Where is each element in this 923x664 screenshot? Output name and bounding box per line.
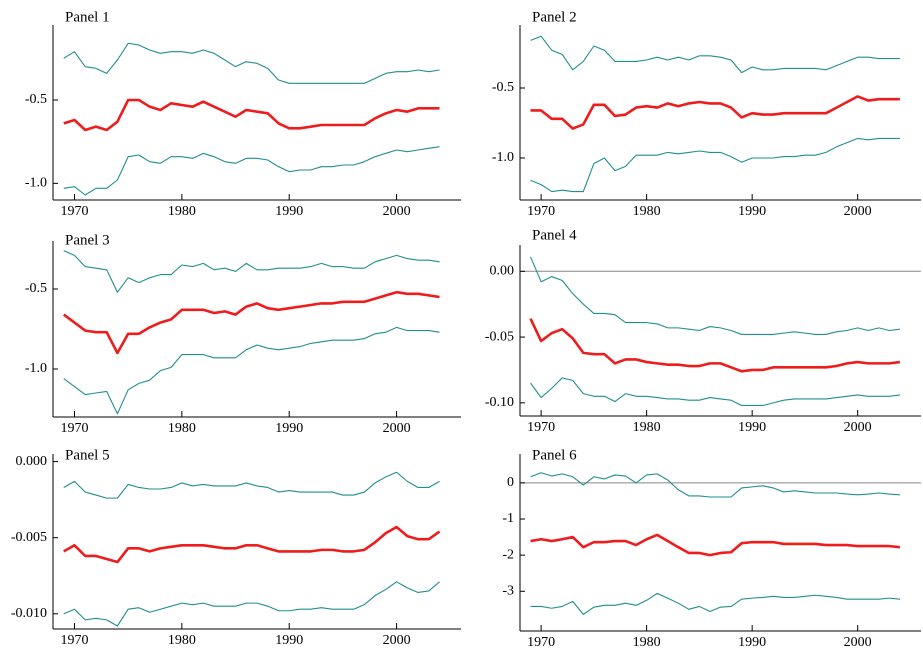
series-line	[63, 525, 441, 564]
x-tick-label: 1990	[738, 420, 766, 435]
x-tick-label: 1970	[60, 204, 88, 219]
y-tick-label: -0.5	[25, 281, 47, 296]
y-tick-label: -1	[502, 511, 514, 526]
panel-title: Panel 6	[532, 447, 577, 463]
x-tick-label: 1990	[275, 633, 303, 648]
y-tick-label: -1.0	[492, 150, 514, 165]
x-tick-label: 1980	[633, 204, 661, 219]
y-tick-label: -2	[502, 547, 514, 562]
y-tick-label: -1.0	[25, 361, 47, 376]
x-tick-label: 1980	[168, 421, 196, 436]
x-tick-label: 1990	[738, 204, 766, 219]
panel: Panel 6 -3 -2 -1 0 1970 1980 1990 2000	[502, 447, 921, 650]
y-tick-label: -1.0	[25, 176, 47, 191]
y-tick-label: -0.005	[11, 530, 47, 545]
x-tick-label: 2000	[383, 204, 411, 219]
x-tick-label: 1980	[168, 204, 196, 219]
series-line	[63, 42, 440, 84]
series-line	[530, 533, 901, 557]
x-tick-label: 2000	[844, 204, 872, 219]
x-tick-label: 1980	[633, 635, 661, 650]
x-tick-label: 2000	[844, 420, 872, 435]
x-tick-label: 1990	[738, 635, 766, 650]
series-line	[530, 256, 900, 335]
x-tick-label: 1970	[527, 204, 555, 219]
y-tick-label: -0.010	[11, 606, 47, 621]
y-tick-label: -0.5	[25, 92, 47, 107]
series-line	[530, 137, 900, 193]
y-tick-label: -0.05	[485, 329, 514, 344]
x-tick-label: 1970	[527, 635, 555, 650]
x-tick-label: 1970	[527, 420, 555, 435]
panel: Panel 1 -1.0 -0.5 1970 1980 1990 2000	[25, 9, 461, 219]
panel: Panel 3 -1.0 -0.5 1970 1980 1990 2000	[25, 232, 461, 436]
series-line	[63, 250, 440, 293]
series-line	[530, 592, 900, 615]
series-line	[530, 95, 900, 130]
panel: Panel 2 -1.0 -0.5 1970 1980 1990 2000	[492, 9, 921, 219]
panel-title: Panel 2	[532, 9, 577, 25]
x-tick-label: 2000	[844, 635, 872, 650]
series-line	[63, 146, 440, 196]
panel-title: Panel 1	[65, 9, 110, 25]
series-line	[530, 35, 900, 74]
x-tick-label: 1970	[60, 421, 88, 436]
y-tick-label: 0.00	[490, 264, 515, 279]
panel-title: Panel 4	[532, 227, 577, 243]
series-line	[63, 98, 440, 132]
series-line	[530, 472, 900, 498]
series-line	[63, 471, 440, 499]
series-line	[62, 290, 440, 355]
series-line	[63, 326, 440, 415]
panel-title: Panel 5	[65, 447, 110, 463]
series-line	[530, 377, 900, 407]
y-tick-label: -0.10	[485, 395, 514, 410]
x-tick-label: 1990	[275, 204, 303, 219]
series-line	[529, 318, 901, 373]
y-tick-label: 0	[507, 475, 514, 490]
panel-title: Panel 3	[65, 232, 110, 248]
x-tick-label: 2000	[383, 421, 411, 436]
series-line	[63, 581, 440, 627]
y-tick-label: -0.5	[492, 80, 514, 95]
panel: Panel 5 -0.010 -0.005 0.000 1970 1980 1990 2000	[11, 447, 461, 648]
x-tick-label: 1980	[633, 420, 661, 435]
y-tick-label: 0.000	[16, 454, 48, 469]
y-tick-label: -3	[502, 583, 514, 598]
panel: Panel 4 -0.10 -0.05 0.00 1970 1980 1990 2000	[485, 227, 921, 435]
x-tick-label: 1990	[275, 421, 303, 436]
x-tick-label: 2000	[383, 633, 411, 648]
x-tick-label: 1970	[60, 633, 88, 648]
x-tick-label: 1980	[168, 633, 196, 648]
